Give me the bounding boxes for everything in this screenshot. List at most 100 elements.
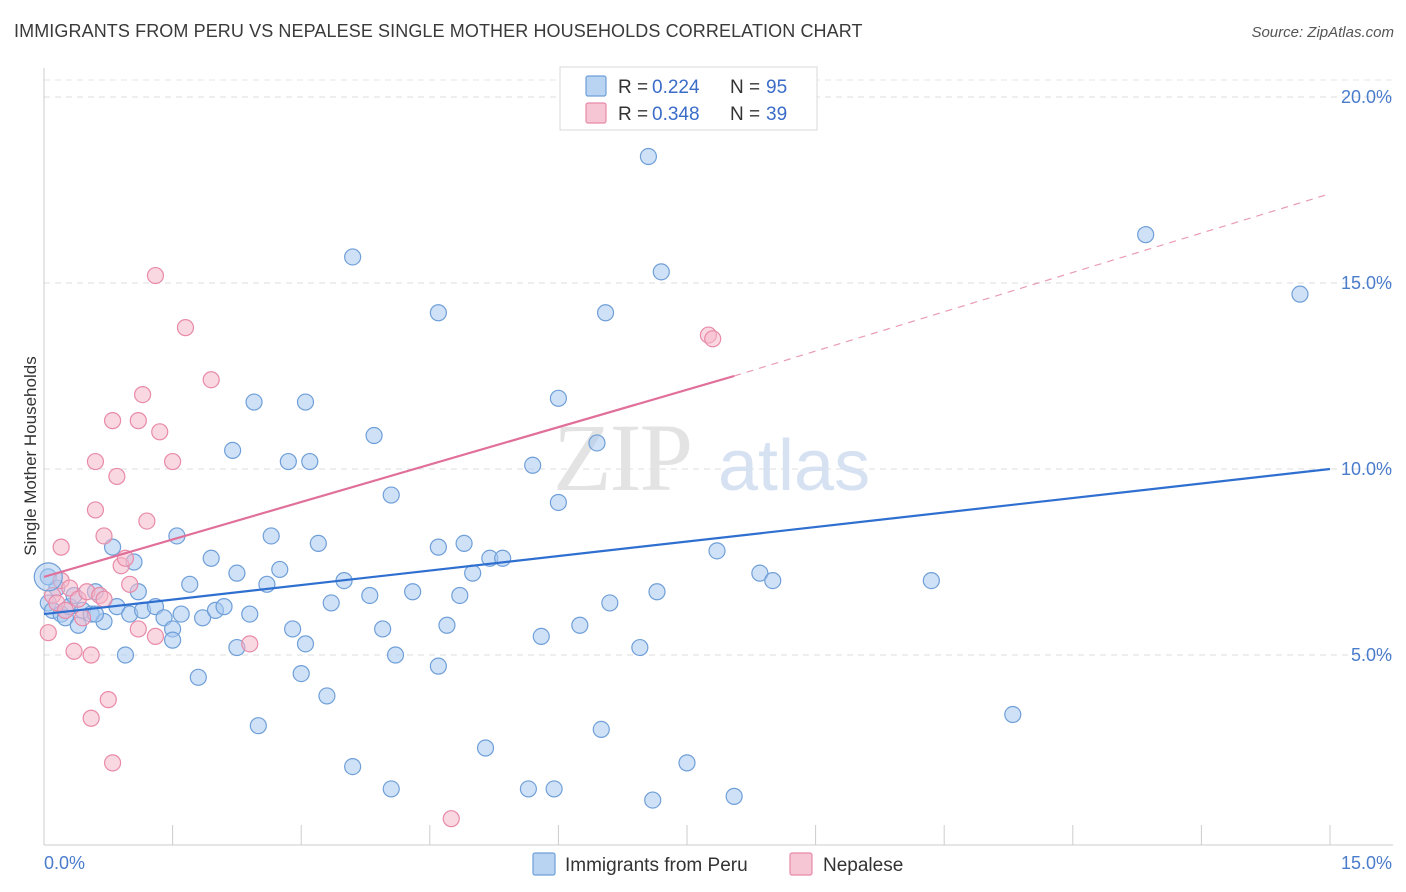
data-points (33, 147, 1309, 828)
data-point-peru (708, 542, 726, 560)
data-point-peru (429, 657, 447, 675)
y-axis-label: Single Mother Households (21, 356, 40, 555)
source-label: Source: ZipAtlas.com (1251, 24, 1394, 41)
data-point-nepalese (146, 266, 165, 285)
data-point-peru (279, 452, 297, 471)
data-point-peru (644, 791, 662, 809)
data-point-peru (592, 720, 610, 739)
legend-n-label: N = (730, 104, 760, 125)
data-point-peru (382, 486, 400, 504)
trend-line-nepalese-extension (733, 193, 1331, 377)
data-point-peru (386, 646, 405, 664)
x-tick-label: 0.0% (44, 853, 85, 873)
data-point-peru (532, 627, 550, 646)
data-point-nepalese (108, 467, 126, 486)
data-point-peru (596, 304, 615, 322)
data-point-nepalese (241, 635, 259, 653)
data-point-peru (292, 664, 310, 683)
trend-line-peru (43, 467, 1331, 616)
x-tick-label: 15.0% (1341, 853, 1392, 873)
data-point-peru (524, 456, 542, 474)
data-point-peru (361, 586, 379, 605)
data-point-peru (476, 739, 495, 757)
data-point-peru (33, 562, 63, 592)
data-point-peru (228, 564, 246, 582)
legend-r-label: R = (618, 104, 648, 125)
data-point-nepalese (82, 646, 100, 664)
legend-n-value-peru: 95 (766, 77, 787, 98)
data-point-nepalese (103, 754, 122, 772)
data-point-peru (588, 434, 606, 452)
data-point-peru (429, 304, 447, 322)
data-point-nepalese (202, 371, 220, 389)
data-point-peru (202, 549, 220, 567)
data-point-peru (318, 687, 336, 705)
data-point-peru (365, 426, 383, 445)
data-point-nepalese (176, 319, 195, 337)
trend-lines (43, 193, 1331, 616)
data-point-peru (678, 754, 696, 772)
data-point-nepalese (121, 575, 139, 593)
trend-line-nepalese (43, 374, 735, 578)
data-point-nepalese (151, 423, 169, 441)
data-point-peru (464, 564, 482, 582)
data-point-peru (374, 620, 392, 638)
legend-n-label: N = (730, 77, 760, 98)
data-point-nepalese (86, 501, 105, 519)
data-point-peru (545, 780, 563, 798)
data-point-nepalese (103, 412, 122, 430)
data-point-peru (1291, 285, 1309, 303)
data-point-peru (249, 717, 267, 735)
data-point-nepalese (82, 709, 100, 727)
grid-lines (44, 79, 1393, 656)
legend-swatch-peru (585, 75, 607, 97)
chart-title: IMMIGRANTS FROM PERU VS NEPALESE SINGLE … (14, 21, 863, 41)
legend-box: R = 0.224 N = 95 R = 0.348 N = 39 (559, 66, 818, 131)
data-point-peru (639, 147, 658, 166)
data-point-peru (194, 609, 212, 627)
x-tick-labels: 0.0% 15.0% (44, 853, 1392, 873)
data-point-peru (549, 389, 568, 407)
data-point-peru (725, 787, 743, 805)
y-tick-label: 10.0% (1341, 459, 1392, 479)
y-tick-label: 15.0% (1341, 273, 1392, 293)
watermark-atlas: atlas (718, 426, 870, 506)
data-point-peru (224, 441, 242, 459)
data-point-peru (322, 594, 340, 612)
data-point-peru (922, 571, 940, 590)
data-point-peru (429, 538, 447, 556)
data-point-peru (764, 571, 782, 590)
data-point-nepalese (164, 452, 182, 471)
data-point-peru (116, 646, 135, 664)
bottom-legend-label-peru: Immigrants from Peru (565, 855, 748, 876)
bottom-legend: Immigrants from Peru Nepalese (532, 852, 903, 876)
data-point-nepalese (704, 330, 722, 348)
data-point-peru (519, 780, 537, 798)
y-tick-label: 5.0% (1351, 645, 1392, 665)
data-point-peru (549, 493, 568, 512)
bottom-legend-swatch-nepalese (789, 852, 813, 876)
data-point-nepalese (129, 620, 147, 638)
data-point-peru (438, 616, 456, 634)
data-point-peru (215, 598, 233, 616)
data-point-nepalese (146, 627, 165, 646)
data-point-peru (571, 616, 589, 634)
data-point-peru (296, 393, 315, 411)
data-point-peru (648, 583, 666, 601)
data-point-peru (189, 668, 207, 686)
data-point-peru (382, 780, 400, 798)
data-point-peru (271, 560, 289, 579)
bottom-legend-label-nepalese: Nepalese (823, 855, 903, 876)
data-point-nepalese (95, 527, 113, 545)
legend-r-value-peru: 0.224 (652, 77, 700, 98)
data-point-peru (1137, 226, 1155, 244)
data-point-nepalese (138, 512, 156, 530)
data-point-peru (751, 564, 769, 582)
data-point-nepalese (52, 538, 70, 556)
y-tick-label: 20.0% (1341, 87, 1392, 107)
data-point-peru (344, 248, 362, 266)
data-point-nepalese (65, 642, 83, 660)
axes (43, 68, 1393, 846)
data-point-nepalese (99, 691, 117, 709)
